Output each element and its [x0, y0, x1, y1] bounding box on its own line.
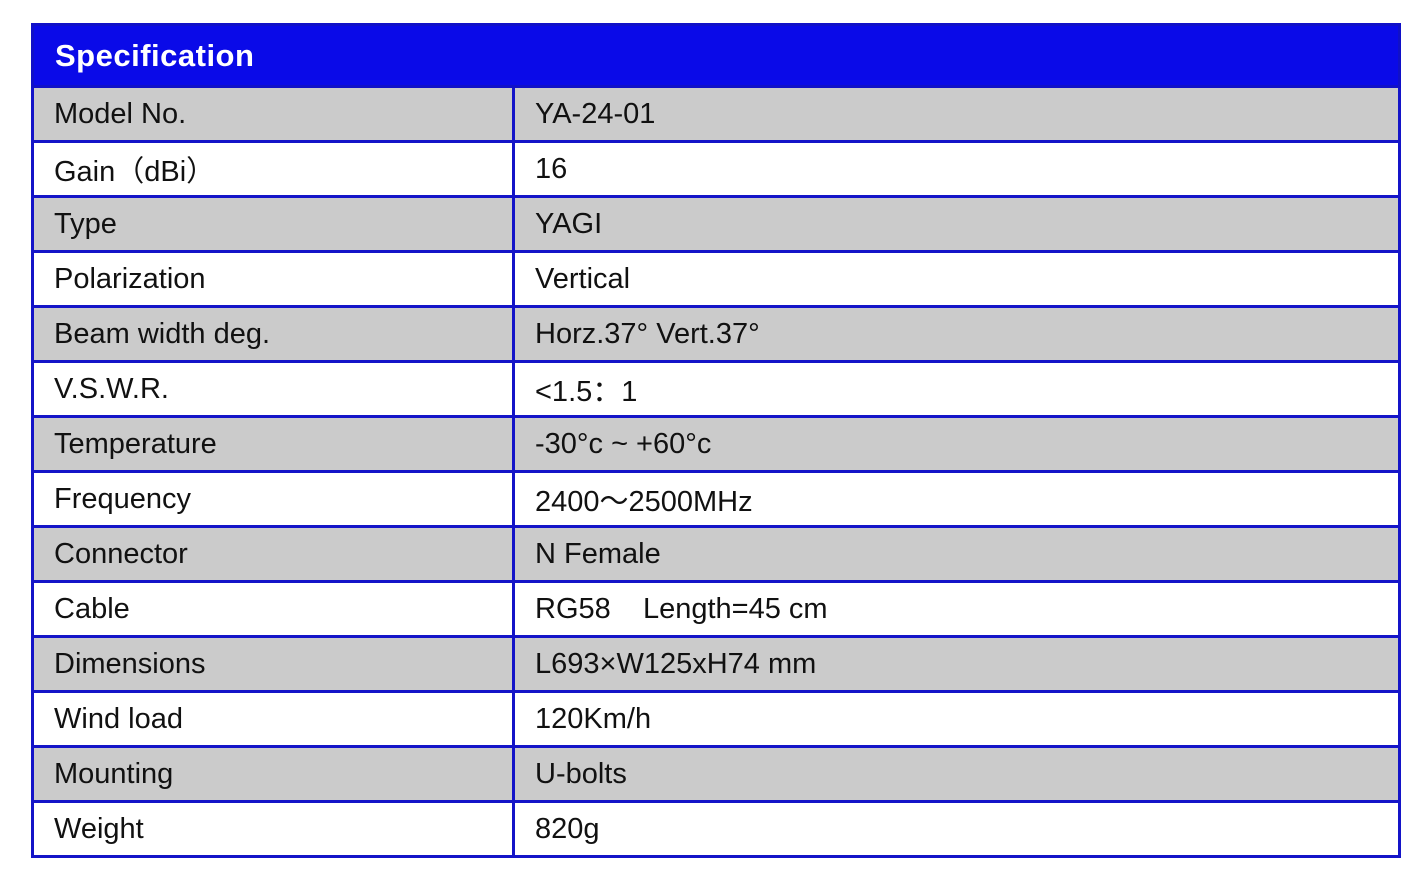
spec-label: Cable — [31, 580, 515, 638]
table-header-row: Specification — [31, 23, 1401, 88]
table-row: Frequency 2400～2500MHz — [31, 470, 1401, 528]
table-row: Cable RG58 Length=45 cm — [31, 580, 1401, 638]
spec-label: Dimensions — [31, 635, 515, 693]
spec-value: 2400～2500MHz — [512, 470, 1401, 528]
spec-value: 120Km/h — [512, 690, 1401, 748]
table-row: Model No. YA-24-01 — [31, 85, 1401, 143]
spec-value: -30°c ~ +60°c — [512, 415, 1401, 473]
spec-value: N Female — [512, 525, 1401, 583]
spec-label: Weight — [31, 800, 515, 858]
table-row: Beam width deg. Horz.37° Vert.37° — [31, 305, 1401, 363]
spec-label: Type — [31, 195, 515, 253]
table-row: Dimensions L693×W125xH74 mm — [31, 635, 1401, 693]
spec-value: <1.5：1 — [512, 360, 1401, 418]
table-row: Weight 820g — [31, 800, 1401, 858]
table-row: Gain（dBi） 16 — [31, 140, 1401, 198]
spec-value: U-bolts — [512, 745, 1401, 803]
spec-label: Polarization — [31, 250, 515, 308]
specification-table: Specification Model No. YA-24-01 Gain（dBi）… — [31, 23, 1401, 858]
spec-value: YA-24-01 — [512, 85, 1401, 143]
table-row: V.S.W.R. <1.5：1 — [31, 360, 1401, 418]
spec-value: 820g — [512, 800, 1401, 858]
spec-value: RG58 Length=45 cm — [512, 580, 1401, 638]
spec-value: 16 — [512, 140, 1401, 198]
spec-value: Horz.37° Vert.37° — [512, 305, 1401, 363]
spec-label: Temperature — [31, 415, 515, 473]
spec-label: Frequency — [31, 470, 515, 528]
spec-label: Model No. — [31, 85, 515, 143]
table-row: Wind load 120Km/h — [31, 690, 1401, 748]
table-row: Mounting U-bolts — [31, 745, 1401, 803]
spec-label: Wind load — [31, 690, 515, 748]
spec-label: Connector — [31, 525, 515, 583]
spec-value: YAGI — [512, 195, 1401, 253]
table-row: Temperature -30°c ~ +60°c — [31, 415, 1401, 473]
table-title: Specification — [31, 23, 1401, 88]
spec-value: L693×W125xH74 mm — [512, 635, 1401, 693]
table-row: Polarization Vertical — [31, 250, 1401, 308]
spec-label: V.S.W.R. — [31, 360, 515, 418]
spec-label: Gain（dBi） — [31, 140, 515, 198]
spec-label: Mounting — [31, 745, 515, 803]
spec-value: Vertical — [512, 250, 1401, 308]
table-row: Connector N Female — [31, 525, 1401, 583]
table-row: Type YAGI — [31, 195, 1401, 253]
spec-label: Beam width deg. — [31, 305, 515, 363]
